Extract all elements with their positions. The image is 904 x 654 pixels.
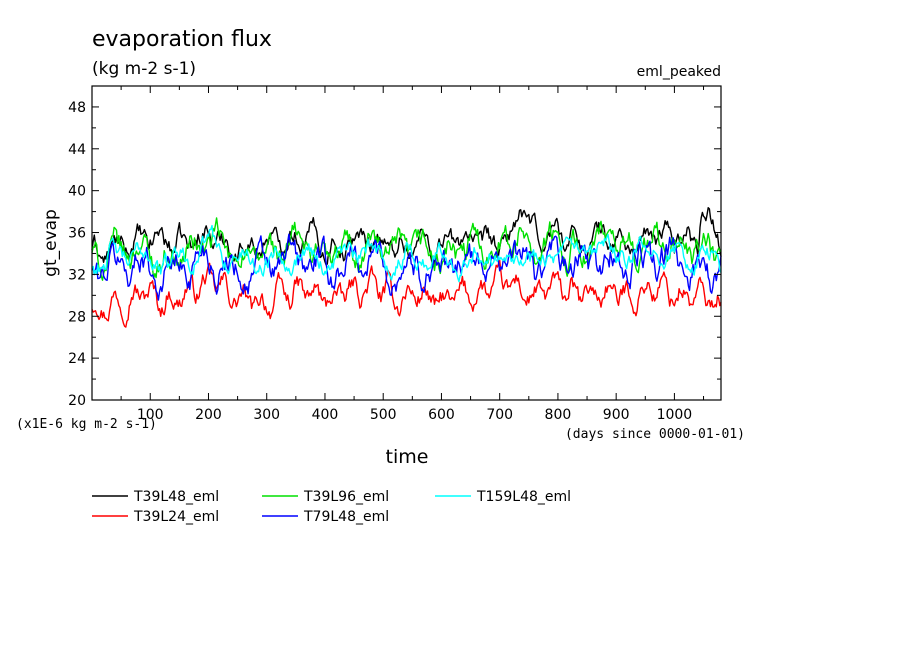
case-label: eml_peaked <box>637 64 721 80</box>
series-line-t39l24_eml <box>91 259 722 328</box>
x-axis-label: time <box>386 446 429 468</box>
y-tick-label: 28 <box>68 309 86 325</box>
legend-label: T39L24_eml <box>133 509 219 525</box>
legend-label: T79L48_eml <box>303 509 389 525</box>
series-layer <box>91 206 722 328</box>
x-tick-label: 200 <box>195 407 222 423</box>
chart-subtitle: (kg m-2 s-1) <box>92 59 196 79</box>
y-tick-label: 24 <box>68 351 86 367</box>
series-line-t39l96_eml <box>91 217 722 281</box>
x-tick-label: 600 <box>428 407 455 423</box>
x-tick-label: 100 <box>137 407 164 423</box>
legend-label: T159L48_eml <box>476 489 571 505</box>
y-tick-label: 20 <box>68 393 86 409</box>
x-tick-label: 900 <box>603 407 630 423</box>
y-tick-label: 48 <box>68 100 86 116</box>
y-tick-label: 44 <box>68 142 86 158</box>
x-tick-label: 1000 <box>657 407 693 423</box>
legend-label: T39L96_eml <box>303 489 389 505</box>
series-line-t39l48_eml <box>91 206 722 268</box>
y-unit-note: (x1E-6 kg m-2 s-1) <box>16 417 157 432</box>
x-tick-label: 400 <box>312 407 339 423</box>
chart-title: evaporation flux <box>92 27 272 52</box>
x-tick-label: 700 <box>486 407 513 423</box>
series-line-t159l48_eml <box>91 224 722 283</box>
legend: T39L48_eml T39L96_eml T159L48_eml T39L24_em… <box>92 489 571 525</box>
x-unit-note: (days since 0000-01-01) <box>565 427 745 442</box>
y-tick-label: 32 <box>68 267 86 283</box>
x-tick-label: 800 <box>545 407 572 423</box>
y-axis-label: gt_evap <box>41 209 61 277</box>
y-tick-label: 40 <box>68 184 86 200</box>
plot-frame <box>91 85 722 401</box>
axes-layer: 20 24 28 32 36 40 44 48 100 200 300 400 500 600 700 800… <box>68 85 721 423</box>
legend-label: T39L48_eml <box>133 489 219 505</box>
x-tick-label: 300 <box>253 407 280 423</box>
x-tick-label: 500 <box>370 407 397 423</box>
y-tick-label: 36 <box>68 226 86 242</box>
